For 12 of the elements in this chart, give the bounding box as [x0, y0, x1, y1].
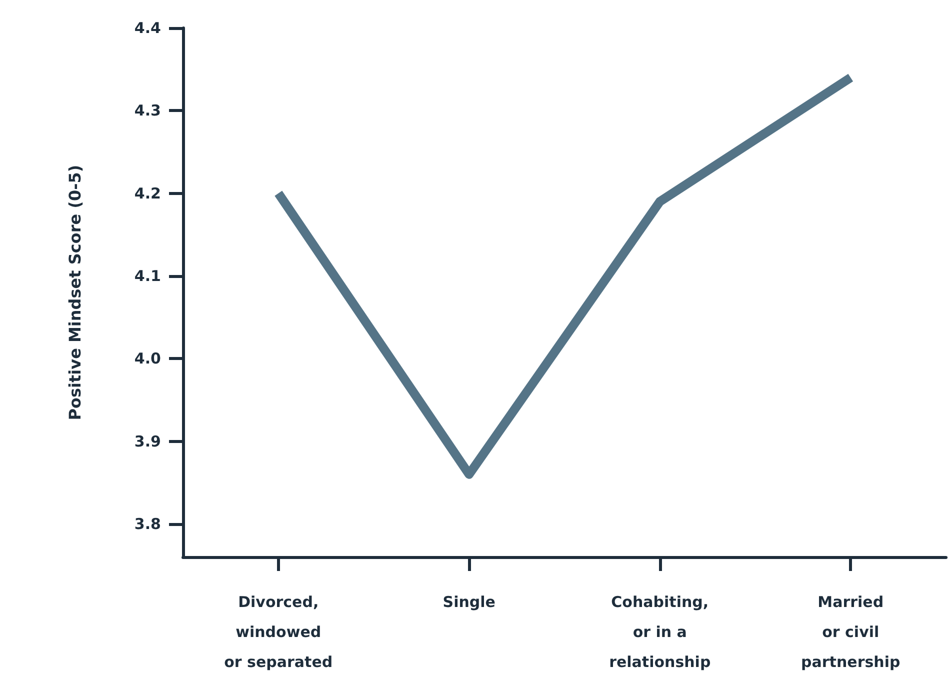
x-tick-label: Cohabiting, or in a relationship [609, 593, 711, 671]
y-tick-label: 4.1 [134, 266, 161, 285]
y-tick-label: 4.3 [134, 102, 161, 120]
x-tick-label: Single [442, 593, 496, 611]
y-tick-label: 4.4 [134, 19, 161, 37]
y-axis-title: Positive Mindset Score (0-5) [66, 164, 84, 420]
y-tick-label: 3.8 [134, 514, 161, 533]
y-tick-label: 4.2 [134, 184, 161, 202]
x-tick-label: Divorced, windowed or separated [224, 593, 333, 671]
y-tick-label: 4.0 [134, 350, 161, 368]
x-tick-label: Married or civil partnership [801, 593, 900, 671]
y-tick-label: 3.9 [134, 432, 161, 450]
